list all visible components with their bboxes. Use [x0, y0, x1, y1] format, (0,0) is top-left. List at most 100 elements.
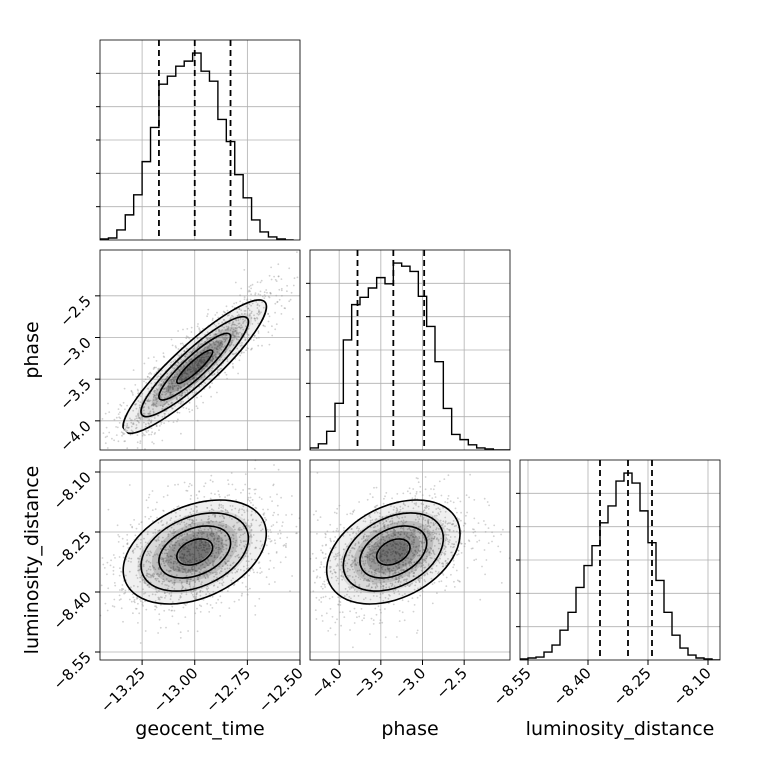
sample-point — [249, 298, 252, 301]
sample-point — [172, 421, 175, 423]
sample-point — [159, 394, 162, 397]
sample-point — [190, 326, 193, 329]
sample-point — [334, 621, 337, 624]
sample-point — [240, 491, 242, 494]
sample-point — [196, 419, 199, 422]
sample-point — [231, 333, 233, 336]
sample-point — [174, 405, 176, 407]
sample-point — [188, 408, 190, 411]
sample-point — [269, 291, 272, 294]
sample-point — [181, 378, 183, 380]
sample-point — [177, 387, 180, 390]
sample-point — [416, 629, 419, 632]
sample-point — [464, 542, 466, 545]
sample-point — [247, 496, 250, 499]
sample-point — [218, 495, 221, 498]
sample-point — [167, 387, 170, 390]
sample-point — [141, 432, 144, 434]
sample-point — [156, 516, 158, 519]
sample-point — [279, 561, 282, 564]
sample-point — [227, 479, 229, 481]
sample-point — [218, 345, 220, 347]
sample-point — [163, 387, 165, 390]
sample-point — [166, 406, 168, 408]
sample-point — [272, 484, 275, 487]
sample-point — [195, 376, 198, 379]
sample-point — [324, 553, 327, 555]
sample-point — [161, 408, 164, 411]
sample-point — [295, 525, 298, 528]
sample-point — [172, 379, 175, 382]
sample-point — [314, 581, 316, 584]
sample-point — [165, 378, 167, 381]
sample-point — [190, 331, 193, 333]
sample-point — [249, 313, 251, 315]
sample-point — [231, 314, 233, 317]
sample-point — [442, 574, 445, 576]
sample-point — [453, 586, 456, 588]
sample-point — [164, 413, 166, 415]
sample-point — [134, 534, 137, 537]
sample-point — [220, 340, 223, 343]
x-tick-label: −13.25 — [97, 664, 149, 716]
sample-point — [183, 481, 186, 484]
sample-point — [311, 552, 314, 555]
sample-point — [139, 598, 141, 601]
sample-point — [232, 323, 235, 326]
sample-point — [171, 376, 174, 378]
sample-point — [220, 341, 222, 344]
sample-point — [191, 350, 194, 353]
sample-point — [106, 447, 109, 449]
sample-point — [223, 337, 226, 340]
sample-point — [231, 323, 234, 326]
sample-point — [335, 530, 338, 532]
sample-point — [268, 568, 270, 571]
sample-point — [289, 590, 291, 592]
sample-point — [124, 429, 127, 432]
sample-point — [250, 317, 253, 319]
sample-point — [118, 599, 121, 601]
sample-point — [143, 380, 145, 383]
sample-point — [211, 317, 214, 320]
sample-point — [137, 420, 140, 423]
sample-point — [211, 346, 214, 349]
sample-point — [210, 369, 213, 372]
sample-point — [119, 411, 121, 414]
sample-point — [184, 391, 186, 394]
sample-point — [343, 616, 346, 618]
sample-point — [225, 348, 228, 351]
sample-point — [456, 511, 458, 514]
sample-point — [262, 514, 265, 516]
sample-point — [491, 540, 493, 543]
sample-point — [123, 387, 126, 390]
sample-point — [280, 313, 283, 315]
sample-point — [170, 371, 173, 374]
sample-point — [283, 307, 286, 309]
sample-point — [433, 493, 436, 495]
sample-point — [218, 330, 221, 333]
sample-point — [171, 366, 174, 369]
sample-point — [167, 385, 170, 387]
sample-point — [256, 304, 259, 306]
sample-point — [484, 573, 486, 576]
sample-point — [167, 382, 170, 384]
sample-point — [141, 603, 144, 606]
sample-point — [493, 524, 496, 527]
x-tick-label: −13.00 — [150, 664, 202, 716]
sample-point — [168, 403, 170, 406]
sample-point — [150, 419, 153, 422]
sample-point — [192, 349, 195, 351]
sample-point — [124, 440, 126, 442]
sample-point — [196, 380, 199, 382]
sample-point — [270, 531, 272, 533]
sample-point — [460, 552, 463, 554]
sample-point — [217, 322, 220, 325]
sample-point — [419, 594, 422, 597]
sample-point — [157, 414, 159, 417]
sample-point — [484, 531, 487, 533]
sample-point — [231, 483, 234, 486]
sample-point — [160, 384, 163, 387]
sample-point — [152, 442, 155, 445]
sample-point — [314, 609, 317, 611]
sample-point — [163, 397, 166, 400]
